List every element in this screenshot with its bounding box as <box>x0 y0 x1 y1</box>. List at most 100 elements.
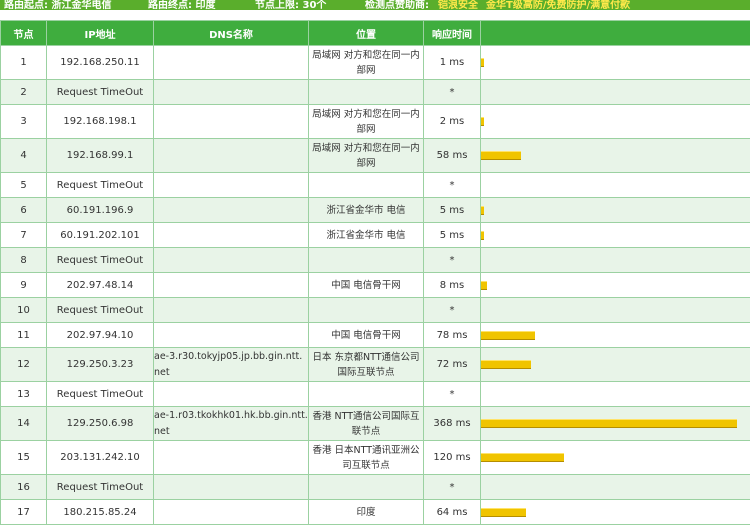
latency-bar-cell <box>481 105 750 139</box>
response-time-cell: 78 ms <box>424 323 481 348</box>
ip-cell: 129.250.3.23 <box>47 348 154 382</box>
ip-cell: Request TimeOut <box>47 382 154 407</box>
location-cell <box>309 173 424 198</box>
trace-info-bar: 路由起点: 浙江金华电信 路由终点: 印度 节点上限: 30个 检测点赞助商: … <box>0 0 750 10</box>
location-cell: 中国 电信骨干网 <box>309 273 424 298</box>
ip-cell: 192.168.250.11 <box>47 46 154 80</box>
hop-cell: 13 <box>1 382 47 407</box>
response-time-cell: 2 ms <box>424 105 481 139</box>
latency-bar-cell <box>481 475 750 500</box>
location-cell <box>309 475 424 500</box>
location-cell <box>309 298 424 323</box>
dns-cell <box>154 173 309 198</box>
hop-cell: 16 <box>1 475 47 500</box>
latency-bar <box>481 331 535 340</box>
ip-cell: 60.191.196.9 <box>47 198 154 223</box>
location-cell: 局域网 对方和您在同一内部网 <box>309 105 424 139</box>
latency-bar-cell <box>481 46 750 80</box>
dns-cell <box>154 223 309 248</box>
column-header-ip: IP地址 <box>47 21 154 46</box>
location-cell: 香港 NTT通信公司国际互联节点 <box>309 407 424 441</box>
response-time-cell: * <box>424 382 481 407</box>
ip-cell: Request TimeOut <box>47 298 154 323</box>
hop-cell: 2 <box>1 80 47 105</box>
dns-cell <box>154 105 309 139</box>
response-time-cell: 1 ms <box>424 46 481 80</box>
location-cell: 浙江省金华市 电信 <box>309 198 424 223</box>
ip-cell: 60.191.202.101 <box>47 223 154 248</box>
hop-cell: 9 <box>1 273 47 298</box>
ip-cell: Request TimeOut <box>47 80 154 105</box>
location-cell: 日本 东京都NTT通信公司国际互联节点 <box>309 348 424 382</box>
response-time-cell: 72 ms <box>424 348 481 382</box>
hop-cell: 5 <box>1 173 47 198</box>
ip-cell: 192.168.99.1 <box>47 139 154 173</box>
table-header-row: 节点 IP地址 DNS名称 位置 响应时间 <box>1 21 750 46</box>
hop-cell: 4 <box>1 139 47 173</box>
dns-cell <box>154 80 309 105</box>
route-end-label: 路由终点: 印度 <box>148 0 215 10</box>
dns-cell <box>154 198 309 223</box>
hop-cell: 15 <box>1 441 47 475</box>
latency-bar-cell <box>481 382 750 407</box>
dns-cell <box>154 248 309 273</box>
hop-cell: 6 <box>1 198 47 223</box>
ip-cell: Request TimeOut <box>47 173 154 198</box>
sponsor-detail-link[interactable]: 金华T级高防/免费防护/满意付款 <box>486 0 630 10</box>
dns-cell <box>154 298 309 323</box>
hop-cell: 1 <box>1 46 47 80</box>
latency-bar-cell <box>481 273 750 298</box>
response-time-cell: * <box>424 80 481 105</box>
location-cell: 局域网 对方和您在同一内部网 <box>309 46 424 80</box>
dns-cell <box>154 273 309 298</box>
location-cell <box>309 382 424 407</box>
column-header-location: 位置 <box>309 21 424 46</box>
hop-cell: 14 <box>1 407 47 441</box>
location-cell <box>309 248 424 273</box>
sponsor-highlight-link[interactable]: 铠浪安全 <box>438 0 478 10</box>
location-cell: 中国 电信骨干网 <box>309 323 424 348</box>
location-cell: 局域网 对方和您在同一内部网 <box>309 139 424 173</box>
latency-bar <box>481 419 737 428</box>
location-cell <box>309 80 424 105</box>
dns-cell <box>154 475 309 500</box>
dns-cell <box>154 382 309 407</box>
latency-bar <box>481 360 531 369</box>
hop-cell: 12 <box>1 348 47 382</box>
dns-cell <box>154 46 309 80</box>
latency-bar-cell <box>481 173 750 198</box>
dns-cell <box>154 139 309 173</box>
response-time-cell: * <box>424 248 481 273</box>
hop-cell: 11 <box>1 323 47 348</box>
hop-cell: 7 <box>1 223 47 248</box>
dns-cell <box>154 323 309 348</box>
response-time-cell: 58 ms <box>424 139 481 173</box>
latency-bar <box>481 281 487 290</box>
latency-bar <box>481 231 484 240</box>
hop-limit-label: 节点上限: 30个 <box>255 0 326 10</box>
latency-bar-cell <box>481 223 750 248</box>
response-time-cell: 8 ms <box>424 273 481 298</box>
latency-bar-cell <box>481 348 750 382</box>
response-time-cell: * <box>424 475 481 500</box>
ip-cell: 202.97.48.14 <box>47 273 154 298</box>
ip-cell: 129.250.6.98 <box>47 407 154 441</box>
column-header-dns: DNS名称 <box>154 21 309 46</box>
location-cell: 香港 日本NTT通讯亚洲公司互联节点 <box>309 441 424 475</box>
latency-bar <box>481 58 484 67</box>
column-header-bar <box>481 21 750 46</box>
location-cell: 浙江省金华市 电信 <box>309 223 424 248</box>
